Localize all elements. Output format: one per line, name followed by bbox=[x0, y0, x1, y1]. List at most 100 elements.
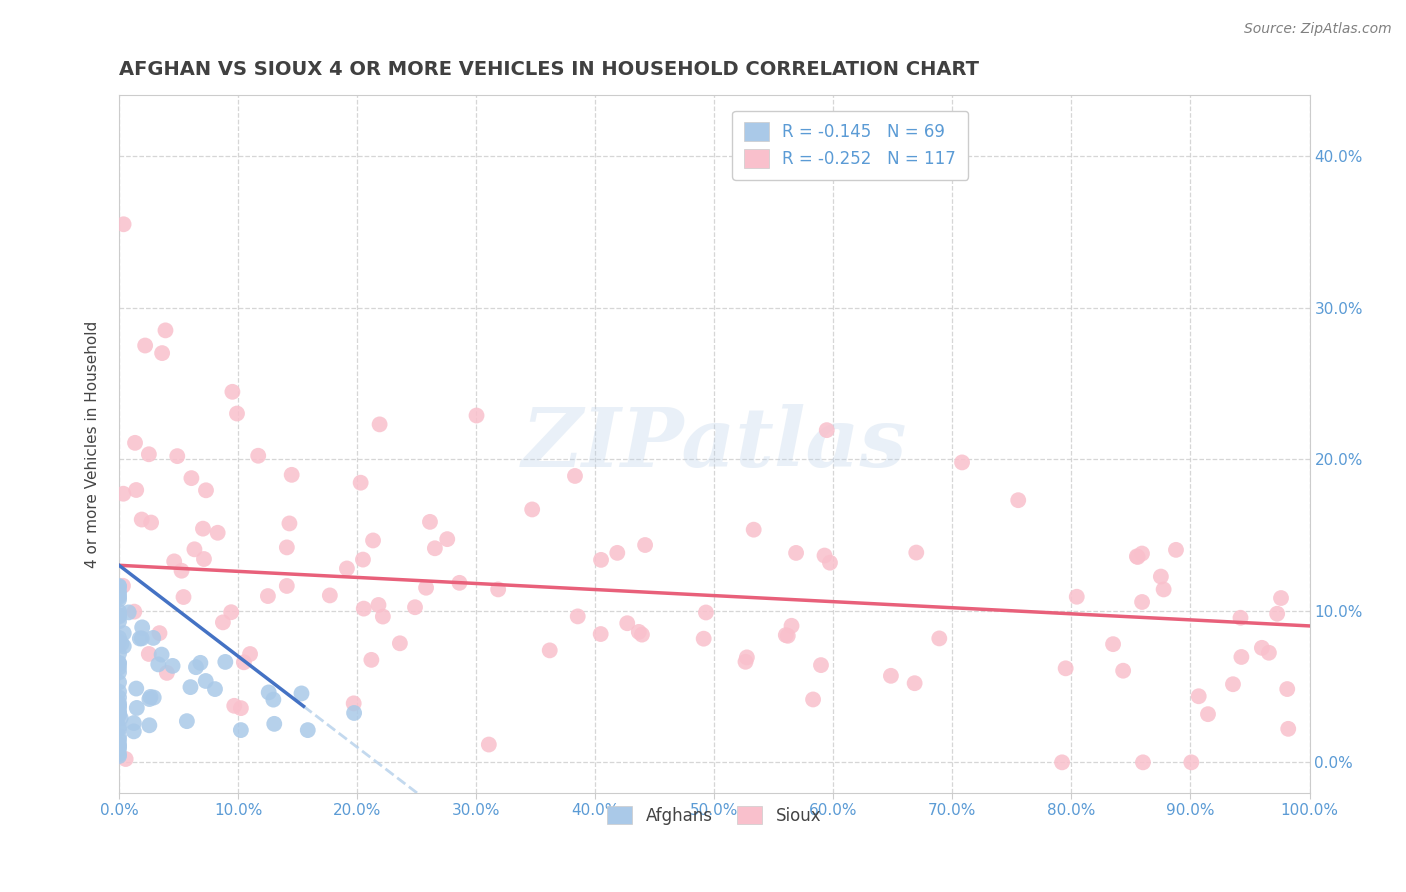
Text: Source: ZipAtlas.com: Source: ZipAtlas.com bbox=[1244, 22, 1392, 37]
Point bbox=[1126, 549, 1149, 564]
Point bbox=[350, 475, 373, 490]
Point bbox=[589, 553, 612, 567]
Point bbox=[1130, 547, 1153, 561]
Text: AFGHAN VS SIOUX 4 OR MORE VEHICLES IN HOUSEHOLD CORRELATION CHART: AFGHAN VS SIOUX 4 OR MORE VEHICLES IN HO… bbox=[120, 60, 979, 78]
Point bbox=[124, 435, 146, 450]
Point bbox=[183, 542, 205, 557]
Point bbox=[108, 675, 131, 690]
Point bbox=[801, 692, 824, 706]
Point bbox=[388, 636, 411, 650]
Point bbox=[108, 609, 131, 624]
Point bbox=[207, 525, 229, 540]
Point bbox=[193, 552, 215, 566]
Point bbox=[108, 656, 131, 670]
Point bbox=[950, 455, 973, 469]
Point bbox=[276, 579, 298, 593]
Point bbox=[138, 692, 160, 706]
Point bbox=[616, 616, 638, 631]
Point bbox=[290, 686, 312, 700]
Point bbox=[297, 723, 319, 738]
Point bbox=[276, 541, 298, 555]
Point bbox=[163, 554, 186, 568]
Point bbox=[108, 696, 131, 710]
Point bbox=[173, 590, 195, 604]
Point bbox=[148, 626, 170, 640]
Point bbox=[465, 409, 488, 423]
Point bbox=[627, 624, 650, 639]
Point bbox=[692, 632, 714, 646]
Point bbox=[695, 606, 717, 620]
Point bbox=[162, 659, 184, 673]
Point bbox=[108, 605, 131, 619]
Point bbox=[353, 601, 375, 615]
Point bbox=[176, 714, 198, 728]
Point bbox=[815, 423, 838, 437]
Point bbox=[257, 589, 280, 603]
Point bbox=[785, 546, 807, 560]
Point bbox=[810, 658, 832, 673]
Point bbox=[112, 487, 135, 501]
Point bbox=[280, 467, 302, 482]
Point bbox=[170, 564, 193, 578]
Point bbox=[367, 598, 389, 612]
Point bbox=[108, 580, 131, 594]
Point bbox=[478, 738, 501, 752]
Point bbox=[112, 640, 135, 654]
Point bbox=[360, 653, 382, 667]
Point bbox=[155, 323, 177, 337]
Point bbox=[125, 483, 148, 497]
Point bbox=[1132, 756, 1154, 770]
Point bbox=[449, 575, 471, 590]
Point bbox=[138, 647, 160, 661]
Point bbox=[239, 647, 262, 661]
Point bbox=[108, 700, 131, 714]
Point bbox=[336, 561, 359, 575]
Point bbox=[343, 706, 366, 720]
Point bbox=[142, 631, 165, 645]
Point bbox=[122, 716, 145, 731]
Point bbox=[734, 655, 756, 669]
Point bbox=[486, 582, 509, 597]
Point bbox=[122, 724, 145, 739]
Point bbox=[1050, 756, 1073, 770]
Point bbox=[108, 739, 131, 754]
Point bbox=[1265, 607, 1288, 621]
Point bbox=[224, 698, 246, 713]
Point bbox=[735, 650, 758, 665]
Point bbox=[436, 532, 458, 546]
Point bbox=[538, 643, 561, 657]
Point bbox=[1153, 582, 1175, 597]
Point bbox=[371, 609, 394, 624]
Point bbox=[180, 471, 202, 485]
Point bbox=[110, 711, 132, 725]
Point bbox=[139, 516, 162, 530]
Point bbox=[361, 533, 384, 548]
Point bbox=[905, 545, 928, 559]
Point bbox=[880, 669, 903, 683]
Point bbox=[131, 632, 153, 646]
Point bbox=[229, 701, 252, 715]
Point bbox=[131, 620, 153, 634]
Point bbox=[128, 632, 150, 646]
Point bbox=[108, 749, 131, 764]
Point bbox=[257, 685, 280, 699]
Point bbox=[112, 217, 135, 231]
Point bbox=[108, 661, 131, 675]
Point bbox=[108, 730, 131, 744]
Point bbox=[190, 656, 212, 670]
Point bbox=[1222, 677, 1244, 691]
Point bbox=[108, 584, 131, 599]
Point bbox=[108, 608, 131, 623]
Point bbox=[108, 635, 131, 649]
Point bbox=[191, 522, 214, 536]
Point bbox=[1112, 664, 1135, 678]
Point bbox=[567, 609, 589, 624]
Point bbox=[114, 752, 136, 766]
Point bbox=[108, 657, 131, 671]
Point bbox=[1197, 707, 1219, 722]
Point bbox=[1229, 611, 1251, 625]
Point bbox=[131, 512, 153, 526]
Point bbox=[319, 589, 342, 603]
Point bbox=[263, 716, 285, 731]
Point bbox=[1150, 569, 1173, 583]
